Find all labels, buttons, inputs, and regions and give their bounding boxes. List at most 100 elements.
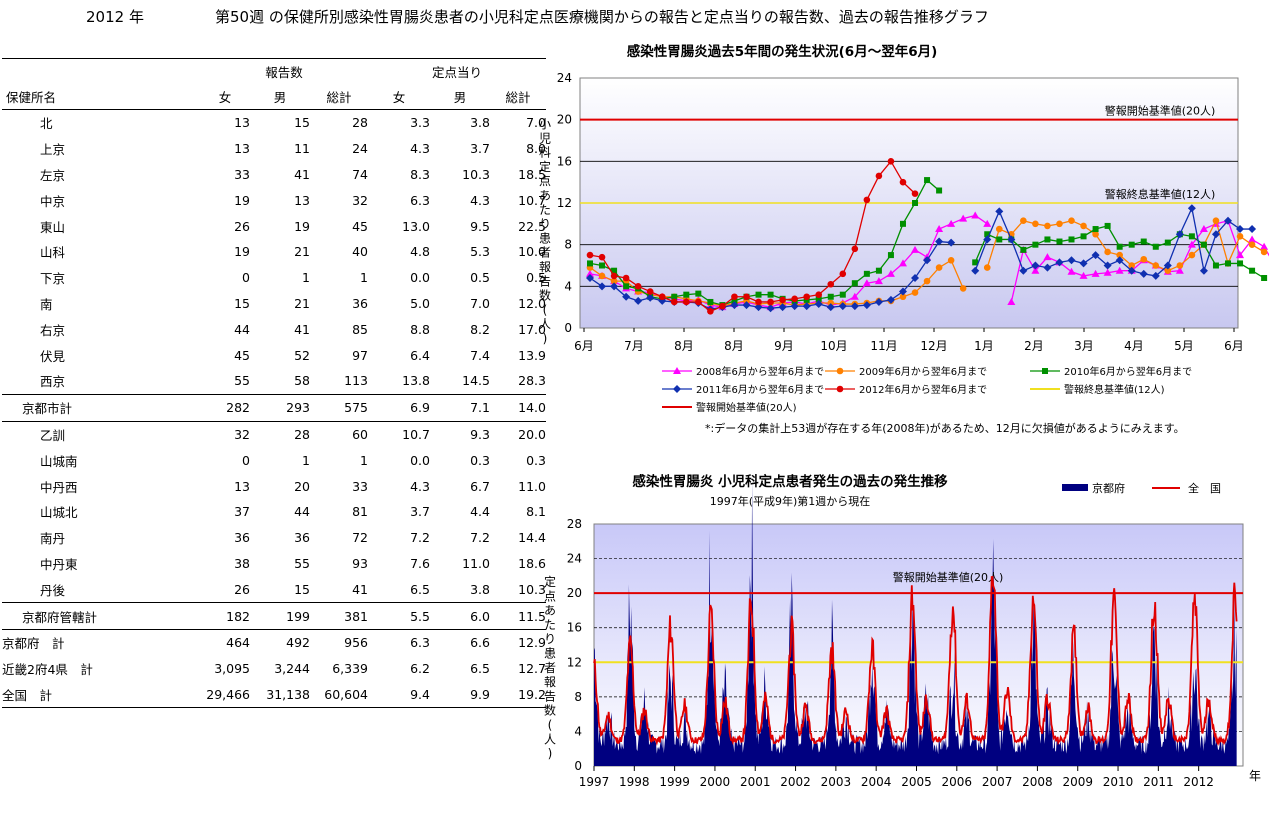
data-point xyxy=(1140,255,1148,263)
legend-marker xyxy=(836,385,844,393)
legend-swatch xyxy=(1062,484,1088,491)
data-point xyxy=(862,279,871,287)
cell-value: 10.3 xyxy=(462,166,490,182)
cell-value: 0 xyxy=(242,452,250,468)
data-point xyxy=(874,297,883,306)
data-point xyxy=(1019,266,1028,275)
data-point xyxy=(646,288,654,295)
cell-value: 74 xyxy=(352,166,368,182)
x-tick-label: 2000 xyxy=(700,775,731,789)
data-point xyxy=(1225,260,1231,267)
data-point xyxy=(947,238,956,247)
data-point xyxy=(1212,217,1220,225)
y-tick-label: 16 xyxy=(567,621,582,635)
row-name: 中丹西 xyxy=(40,479,78,495)
y-axis-label-char: 告 xyxy=(544,689,556,703)
data-point xyxy=(598,282,607,291)
data-point xyxy=(1056,238,1063,245)
cell-value: 11 xyxy=(294,141,310,157)
row-name: 東山 xyxy=(40,219,66,235)
data-point xyxy=(827,280,835,288)
cell-value: 0.0 xyxy=(410,452,430,468)
data-point xyxy=(707,308,714,315)
page-title: 第50週 の保健所別感染性胃腸炎患者の小児科定点医療機関からの報告と定点当りの報… xyxy=(215,8,989,26)
data-point xyxy=(1080,233,1087,240)
cell-value: 60,604 xyxy=(310,681,368,709)
cell-value: 1 xyxy=(360,452,368,468)
cell-value: 17.0 xyxy=(518,321,546,337)
data-point xyxy=(1224,216,1232,225)
y-tick-label: 0 xyxy=(574,759,582,773)
y-axis-label-char: 者 xyxy=(544,661,556,675)
table-row: 中丹西 13 20 33 4.3 6.7 11.0 xyxy=(2,473,546,499)
data-point xyxy=(1067,267,1076,275)
cell-value: 19.2 xyxy=(490,681,546,709)
y-axis-label-char: ( xyxy=(548,718,553,732)
legend-marker xyxy=(836,367,844,375)
cell-value: 38 xyxy=(234,555,250,571)
data-point xyxy=(815,291,823,298)
cell-value: 13.8 xyxy=(402,373,430,389)
row-name: 京都府管轄計 xyxy=(2,602,200,630)
y-axis-label-char: 点 xyxy=(539,174,551,188)
y-tick-label: 24 xyxy=(567,552,582,566)
cell-value: 6.0 xyxy=(430,602,490,630)
data-point xyxy=(742,301,751,310)
x-axis-label: 年 xyxy=(1249,769,1261,783)
data-point xyxy=(1079,259,1088,268)
x-tick-label: 2010 xyxy=(1103,775,1134,789)
data-point xyxy=(875,267,882,274)
cell-value: 3.8 xyxy=(470,115,490,131)
row-name: 南丹 xyxy=(40,531,66,547)
column-header: 総計 xyxy=(490,84,546,110)
data-point xyxy=(1092,226,1099,233)
table-group-header: 報告数 定点当り xyxy=(2,58,546,84)
cell-value: 6.7 xyxy=(470,478,490,494)
cell-value: 464 xyxy=(226,635,250,651)
cell-value: 29,466 xyxy=(200,681,250,709)
cell-value: 37 xyxy=(234,504,250,520)
cell-value: 31,138 xyxy=(250,681,310,709)
row-name: 京都府 計 xyxy=(2,636,65,652)
y-axis-label-char: 告 xyxy=(539,274,551,288)
data-point xyxy=(959,214,968,222)
cell-value: 7.4 xyxy=(470,347,490,363)
table-row: 下京 0 1 1 0.0 0.5 0.5 xyxy=(2,265,546,291)
cell-value: 13 xyxy=(234,141,250,157)
table-row: 右京 44 41 85 8.8 8.2 17.0 xyxy=(2,316,546,342)
data-point xyxy=(1152,262,1160,269)
cell-value: 3,095 xyxy=(214,661,250,677)
y-tick-label: 4 xyxy=(574,724,582,738)
cell-value: 19 xyxy=(234,192,250,208)
data-point xyxy=(1104,248,1111,256)
cell-value: 20 xyxy=(294,478,310,494)
cell-value: 32 xyxy=(234,426,250,442)
data-point xyxy=(1164,239,1171,246)
legend-marker xyxy=(1042,368,1048,374)
data-point xyxy=(924,177,931,184)
cell-value: 8.8 xyxy=(410,321,430,337)
legend-marker xyxy=(673,367,681,374)
y-axis-label-char: 人 xyxy=(544,732,556,746)
data-point xyxy=(1091,251,1100,260)
chart1-title: 感染性胃腸炎過去5年間の発生状況(6月～翌年6月) xyxy=(627,43,938,60)
cell-value: 0.3 xyxy=(470,452,490,468)
cell-value: 81 xyxy=(352,504,368,520)
data-point xyxy=(899,293,907,301)
data-point xyxy=(622,274,630,282)
cell-value: 6.2 xyxy=(410,661,430,677)
data-point xyxy=(911,245,920,253)
legend-label: 警報終息基準値(12人) xyxy=(1064,383,1165,396)
cell-value: 5.5 xyxy=(368,602,430,630)
data-point xyxy=(1080,222,1087,230)
data-point xyxy=(1236,225,1245,234)
data-point xyxy=(1188,233,1195,240)
table-row: 京都府管轄計 182 199 381 5.5 6.0 11.5 xyxy=(2,602,546,630)
cell-value: 575 xyxy=(310,393,368,422)
data-point xyxy=(803,293,810,301)
data-point xyxy=(886,269,895,277)
group-header-counts: 報告数 xyxy=(200,58,368,84)
cell-value: 24 xyxy=(352,141,368,157)
data-point xyxy=(935,225,944,233)
